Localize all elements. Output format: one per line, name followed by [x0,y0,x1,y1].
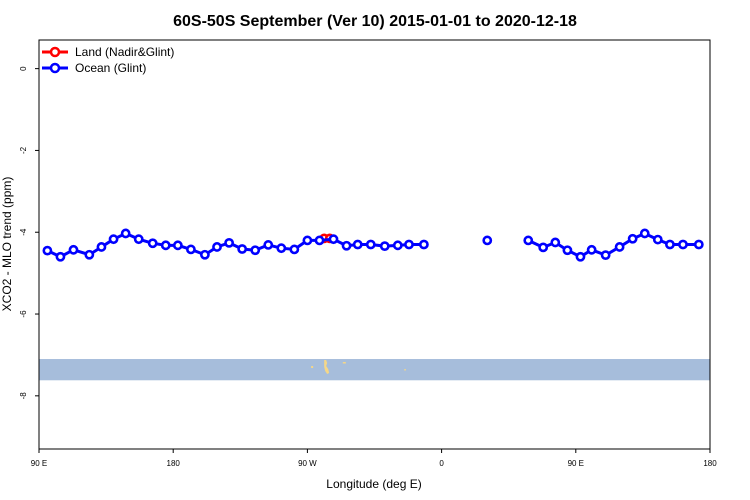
x-tick-label: 0 [439,459,444,468]
x-tick-label: 90 E [568,459,584,468]
data-point-ocean [614,242,625,252]
legend-swatch-marker-ocean [49,62,61,74]
data-point-ocean [199,249,210,260]
chart-title: 60S-50S September (Ver 10) 2015-01-01 to… [173,13,577,30]
map-land-islet [342,362,346,364]
legend-item-land: Land (Nadir&Glint) [42,45,174,59]
x-tick-label: 90 E [31,459,47,468]
data-point-ocean [562,245,573,256]
data-point-ocean [172,240,183,251]
data-point-ocean [538,242,549,253]
data-point-ocean [302,235,313,246]
data-point-ocean [379,241,390,252]
data-point-ocean [108,234,119,245]
data-point-ocean [575,251,586,262]
data-point-ocean [482,235,493,246]
legend-swatch-marker-land [49,46,61,58]
data-point-ocean [639,228,650,239]
legend-label-land: Land (Nadir&Glint) [75,45,174,59]
data-point-ocean [160,240,171,251]
map-strip [39,359,710,381]
data-point-ocean [600,250,611,261]
data-point-ocean [328,234,339,245]
y-tick-label: -2 [19,146,28,154]
data-point-ocean [237,244,248,254]
data-point-ocean [263,240,274,250]
data-point-ocean [186,244,196,255]
data-point-ocean [55,251,66,262]
x-tick-label: 180 [703,459,717,468]
data-point-ocean [341,240,352,251]
data-point-ocean [693,239,704,250]
data-point-ocean [68,244,79,255]
legend: Land (Nadir&Glint) Ocean (Glint) [42,45,174,75]
x-axis-label: Longitude (deg E) [326,477,421,491]
data-point-ocean [314,235,325,246]
data-point-ocean [133,234,144,245]
data-point-ocean [404,239,414,250]
data-point-ocean [665,239,675,250]
series-layer [42,228,704,262]
data-point-ocean [289,244,300,255]
legend-label-ocean: Ocean (Glint) [75,61,146,75]
data-point-ocean [365,239,376,250]
data-point-ocean [96,242,107,252]
data-point-ocean [42,245,53,256]
y-tick-label: -8 [19,392,28,400]
x-axis: 90 E 180 90 W 0 90 E 180 [31,449,717,468]
data-point-ocean [224,237,235,248]
data-point-ocean [147,238,158,249]
data-point-ocean [352,239,363,250]
y-tick-label: -4 [19,228,28,236]
x-tick-label: 180 [167,459,181,468]
data-point-ocean [418,239,429,250]
data-point-ocean [250,245,261,256]
legend-item-ocean: Ocean (Glint) [42,61,146,75]
data-point-ocean [652,234,663,245]
x-tick-label: 90 W [298,459,317,468]
y-tick-label: 0 [19,66,28,71]
map-land-islet [404,369,406,371]
map-land-islet [311,366,314,369]
data-point-ocean [84,249,95,260]
data-point-ocean [392,240,403,251]
map-ocean-band [39,359,710,381]
plot-frame [38,39,711,450]
data-point-ocean [627,233,638,244]
data-point-ocean [678,239,688,250]
data-point-ocean [276,243,287,254]
data-point-ocean [550,237,561,248]
data-point-ocean [212,242,222,252]
y-tick-label: -6 [19,310,28,318]
y-axis: 0 -2 -4 -6 -8 [19,66,39,400]
data-point-ocean [586,244,597,255]
map-land-patch [324,360,330,375]
y-axis-label: XCO2 - MLO trend (ppm) [0,177,14,312]
data-point-ocean [120,228,131,239]
data-point-ocean [523,235,534,246]
